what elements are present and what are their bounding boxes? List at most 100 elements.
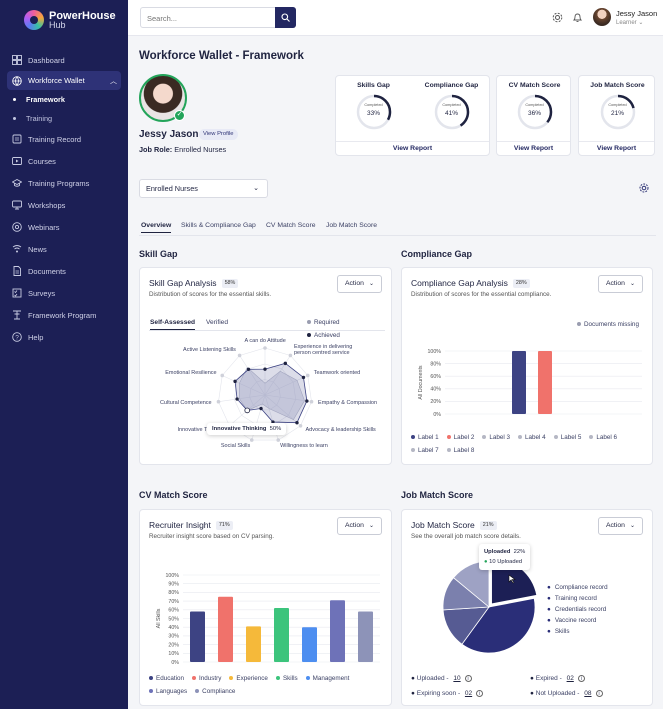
cursor-icon xyxy=(508,574,516,584)
card-title-text: Skill Gap Analysis xyxy=(149,278,217,288)
gauge-label: Completed xyxy=(525,103,544,107)
tab-cv-match[interactable]: CV Match Score xyxy=(266,222,316,229)
subtab-self-assessed[interactable]: Self-Assessed xyxy=(150,319,196,330)
radar-tooltip: Innovative Thinking 50% xyxy=(207,423,287,435)
bar xyxy=(246,626,261,662)
gauge-ring xyxy=(517,94,552,130)
radar-axis-label: Social Skills xyxy=(220,443,251,450)
settings-icon[interactable] xyxy=(639,183,649,193)
action-label: Action xyxy=(606,280,625,287)
sidebar-item-surveys[interactable]: Surveys xyxy=(0,282,128,304)
sidebar-item-webinars[interactable]: Webinars xyxy=(0,216,128,238)
legend-dot: ● xyxy=(547,584,551,591)
sidebar-item-help[interactable]: ? Help xyxy=(0,326,128,348)
radar-spoke xyxy=(218,394,266,402)
sidebar-item-framework-program[interactable]: Framework Program xyxy=(0,304,128,326)
cv-legend: Education Industry Experience Skills Managem… xyxy=(149,675,385,701)
view-report-link[interactable]: View Report xyxy=(497,141,570,155)
job-metric-card: Job Match Score Completed 21% View Repor… xyxy=(578,75,655,156)
job-match-card: Job Match Score 21% See the overall job m… xyxy=(401,509,653,706)
subtab-verified[interactable]: Verified xyxy=(206,319,228,326)
brand-name: PowerHouse xyxy=(49,10,116,22)
action-button[interactable]: Action ⌄ xyxy=(598,517,643,535)
search-input[interactable] xyxy=(141,9,261,28)
radar-axis-dot xyxy=(237,353,242,358)
score-badge: 71% xyxy=(215,521,233,531)
cap-icon xyxy=(11,178,22,189)
radar-axis-label: Cultural Competence xyxy=(159,399,212,406)
svg-text:?: ? xyxy=(15,334,19,341)
subtab-bar: Self-Assessed Verified Required Achieved xyxy=(149,317,385,339)
legend-required: Required xyxy=(307,319,340,326)
tab-skills-compliance[interactable]: Skills & Compliance Gap xyxy=(181,222,256,229)
section-title-compliance-gap: Compliance Gap xyxy=(401,249,473,259)
page-title: Workforce Wallet - Framework xyxy=(139,50,304,62)
bar xyxy=(330,600,345,662)
info-icon[interactable]: i xyxy=(577,675,585,682)
sidebar-item-dashboard[interactable]: Dashboard xyxy=(0,49,128,71)
sidebar-item-label: Framework Program xyxy=(28,310,97,320)
user-role[interactable]: Learner ⌄ xyxy=(616,19,643,26)
sidebar-item-workforce-wallet[interactable]: Workforce Wallet ︿ xyxy=(7,71,121,90)
action-button[interactable]: Action ⌄ xyxy=(337,275,382,293)
search-button[interactable] xyxy=(275,7,296,28)
stat-value[interactable]: 10 xyxy=(453,675,461,683)
sidebar: PowerHouse Hub Dashboard Workforce Walle… xyxy=(0,0,128,709)
bullet-icon xyxy=(13,98,16,101)
legend-item: Industry xyxy=(192,675,221,682)
score-badge: 21% xyxy=(479,521,497,531)
view-profile-button[interactable]: View Profile xyxy=(199,129,238,140)
y-tick-label: 80% xyxy=(168,590,179,596)
role-select[interactable]: Enrolled Nurses ⌄ xyxy=(139,179,268,198)
legend-item: Experience xyxy=(229,675,268,682)
section-title-job-match: Job Match Score xyxy=(401,490,474,500)
legend-item: Skills xyxy=(275,675,298,682)
stat-value[interactable]: 02 xyxy=(566,675,574,683)
legend-label: Required xyxy=(314,319,340,326)
chevron-down-icon: ⌄ xyxy=(368,281,374,287)
sidebar-item-label: Training Record xyxy=(28,134,82,144)
stat-label: Expiring soon - xyxy=(416,690,461,698)
compliance-bar-chart: 0% 20% 40% 60% 80% 100% All Documents xyxy=(418,349,642,418)
legend-dot xyxy=(577,322,581,327)
stat-value[interactable]: 08 xyxy=(584,690,592,698)
card-title-text: Job Match Score xyxy=(411,520,475,530)
gear-icon[interactable] xyxy=(552,12,563,23)
sidebar-subitem-framework[interactable]: Framework xyxy=(0,90,128,109)
chevron-up-icon[interactable]: ︿ xyxy=(110,77,117,85)
chevron-down-icon: ⌄ xyxy=(253,185,259,192)
sidebar-item-documents[interactable]: Documents xyxy=(0,260,128,282)
sidebar-subitem-training[interactable]: Training xyxy=(0,109,128,128)
action-button[interactable]: Action ⌄ xyxy=(598,275,643,293)
stat-value[interactable]: 02 xyxy=(464,690,473,698)
sidebar-item-training-programs[interactable]: Training Programs xyxy=(0,172,128,194)
info-icon[interactable]: i xyxy=(464,675,472,682)
globe-icon xyxy=(11,75,22,86)
avatar[interactable] xyxy=(593,8,611,26)
bar xyxy=(512,351,526,414)
sidebar-item-training-record[interactable]: Training Record xyxy=(0,128,128,150)
stat-dot-icon: ● xyxy=(411,675,415,683)
legend-label: Skills xyxy=(282,675,298,682)
info-icon[interactable]: i xyxy=(476,690,484,697)
view-report-link[interactable]: View Report xyxy=(336,141,489,155)
bell-icon[interactable] xyxy=(572,12,583,23)
legend-item: Management xyxy=(305,675,350,682)
info-icon[interactable]: i xyxy=(595,690,603,697)
action-button[interactable]: Action ⌄ xyxy=(337,517,382,535)
legend-label: Label 8 xyxy=(453,447,475,454)
metric-label: Job Match Score xyxy=(590,82,645,89)
tab-overview[interactable]: Overview xyxy=(141,222,172,233)
user-name[interactable]: Jessy Jason xyxy=(616,9,658,18)
sidebar-item-courses[interactable]: Courses xyxy=(0,150,128,172)
tab-job-match[interactable]: Job Match Score xyxy=(326,222,377,229)
legend-label: Management xyxy=(312,675,350,682)
sidebar-item-workshops[interactable]: Workshops xyxy=(0,194,128,216)
section-title-skill-gap: Skill Gap xyxy=(139,249,178,259)
legend-item: Label 4 xyxy=(518,434,546,441)
gauge-label: Completed xyxy=(442,103,461,107)
role-select-value: Enrolled Nurses xyxy=(146,184,198,193)
sidebar-item-news[interactable]: News xyxy=(0,238,128,260)
legend-dot: ● xyxy=(547,617,551,624)
view-report-link[interactable]: View Report xyxy=(579,141,654,155)
